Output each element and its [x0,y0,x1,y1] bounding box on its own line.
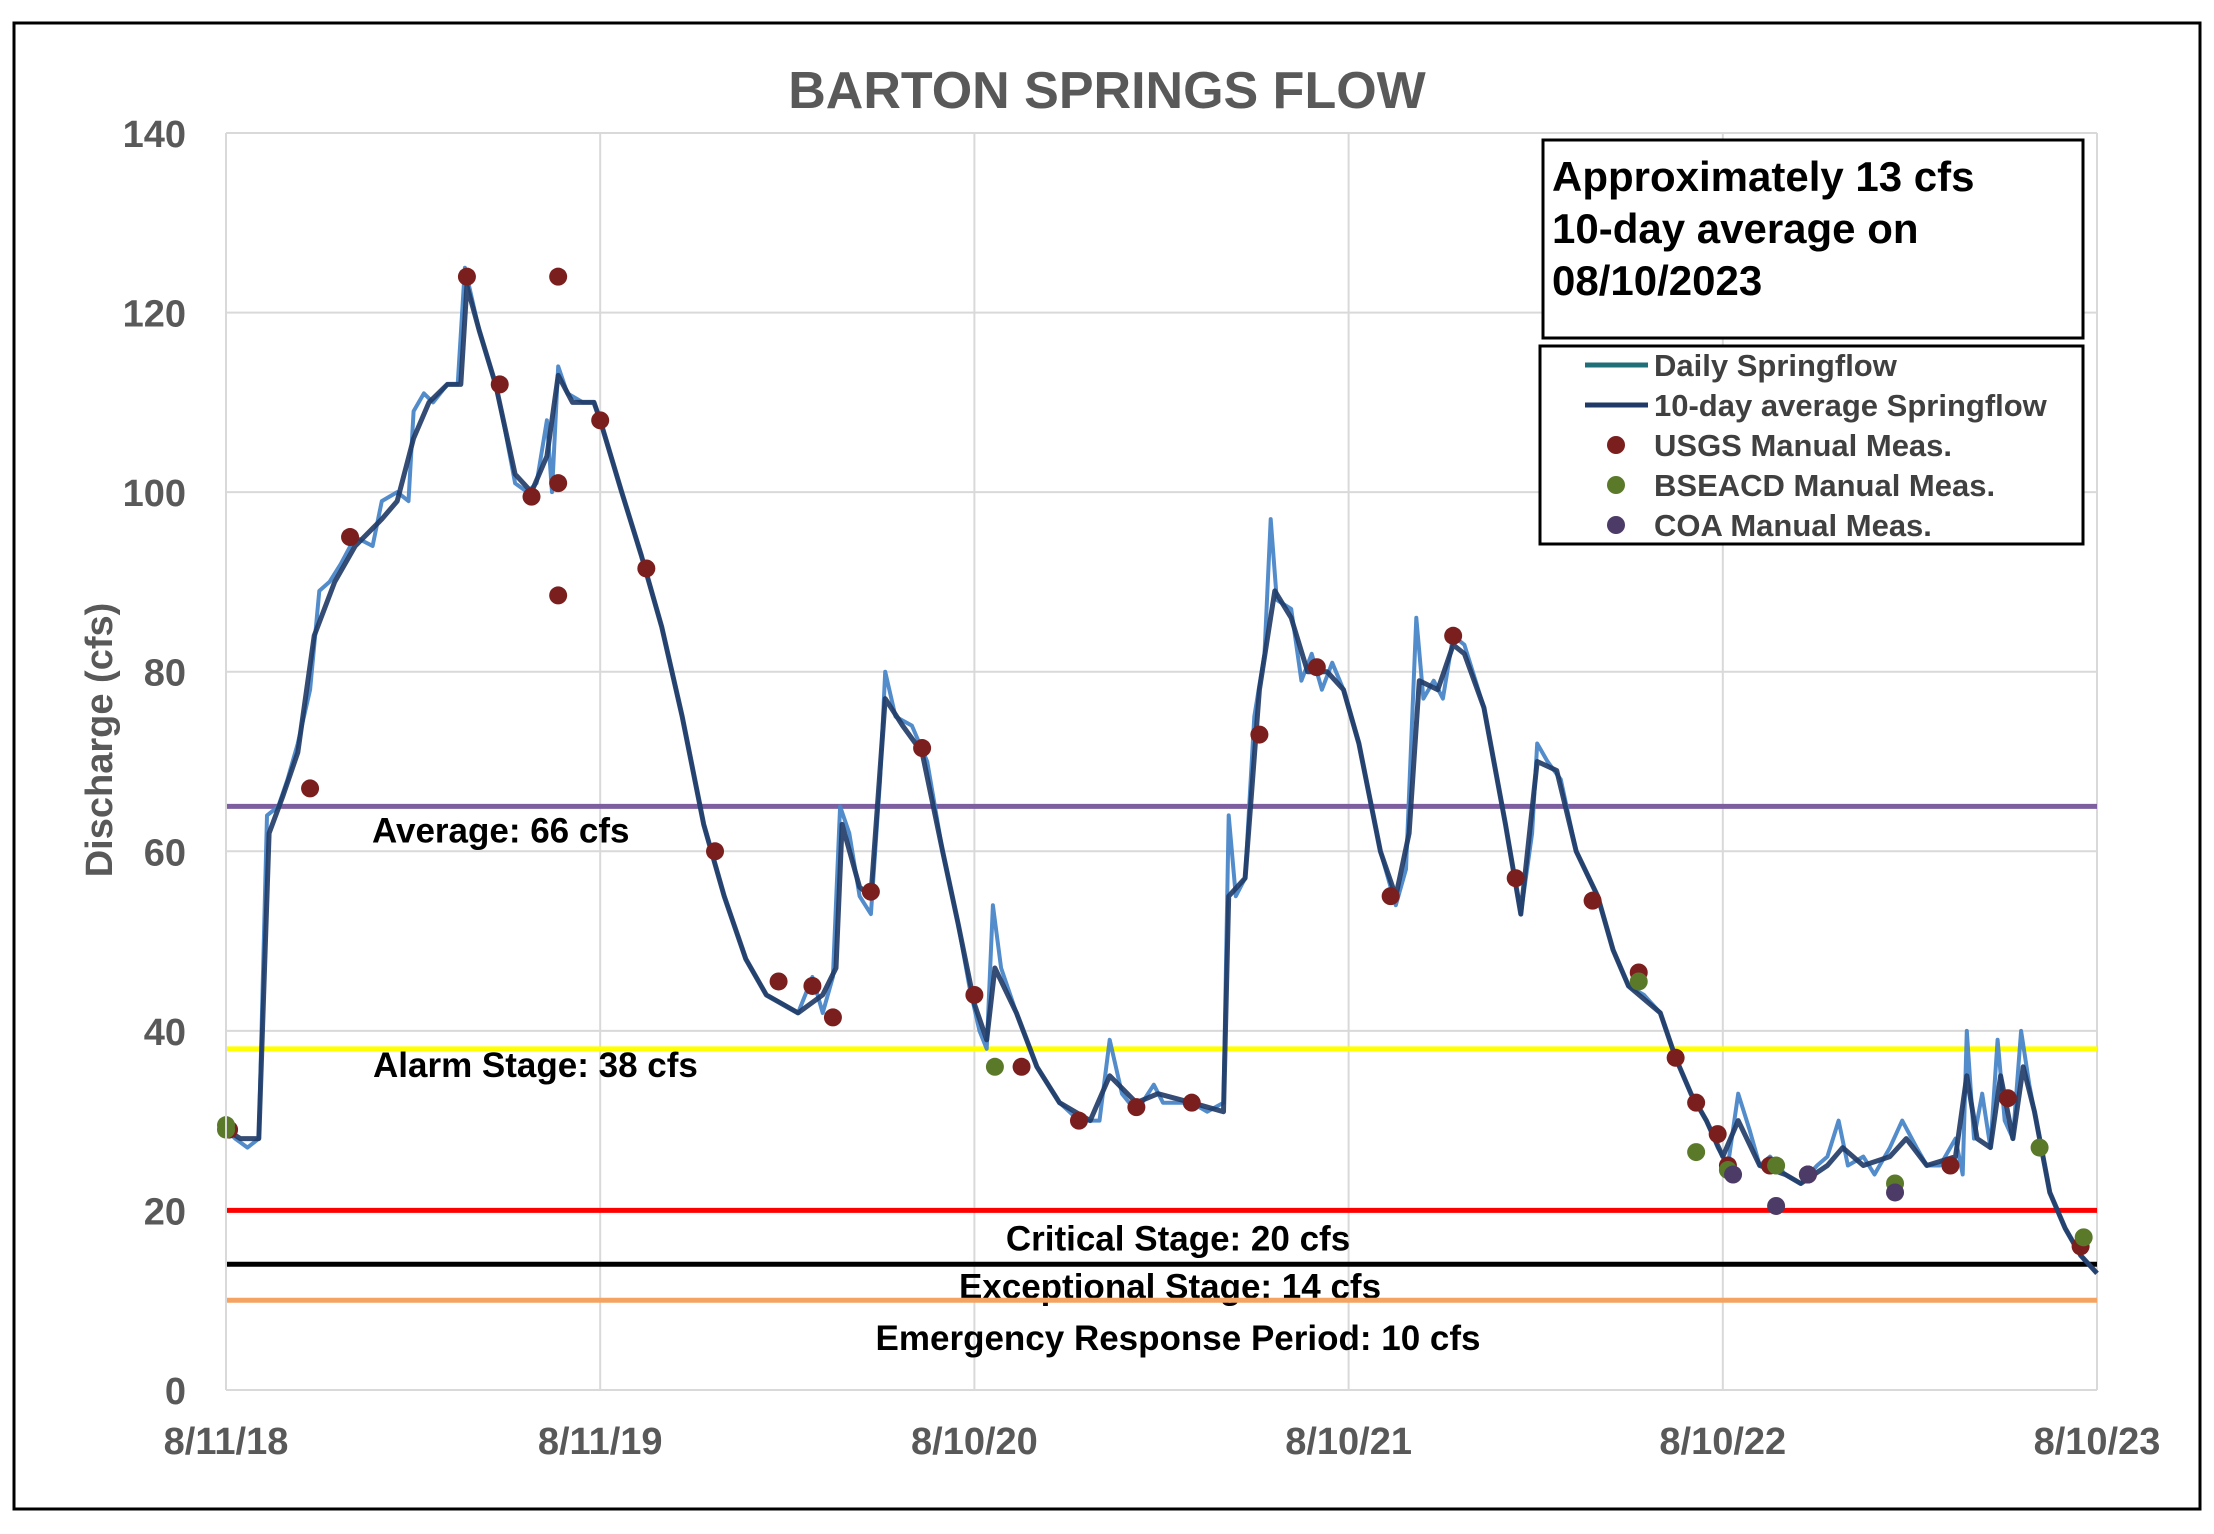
y-tick-label: 60 [144,832,186,874]
manual-measurement-point [1798,1165,1817,1184]
manual-measurement-point [549,586,568,605]
legend-dot-swatch [1607,476,1625,494]
legend-label: USGS Manual Meas. [1654,428,1952,463]
manual-measurement-point [1444,626,1463,645]
annotation-line-1: Approximately 13 cfs [1552,153,1975,200]
manual-measurement-point [823,1008,842,1027]
manual-measurement-point [549,474,568,493]
chart-title: BARTON SPRINGS FLOW [788,62,1426,120]
manual-measurement-point [1666,1048,1685,1067]
x-tick-label: 8/10/20 [911,1421,1038,1463]
manual-measurement-point [1724,1165,1743,1184]
reference-lines: Average: 66 cfs Alarm Stage: 38 cfs Critic… [226,803,2097,1358]
manual-measurement-point [1069,1111,1088,1130]
manual-measurement-point [1687,1143,1706,1162]
legend-label: BSEACD Manual Meas. [1654,468,1995,503]
reference-line-label: Emergency Response Period: 10 cfs [876,1319,1481,1358]
annotation-line-2: 10-day average on [1552,205,1919,252]
manual-measurement-point [457,267,476,286]
manual-measurement-point [1583,891,1602,910]
manual-measurement-point [1767,1196,1786,1215]
legend-label: COA Manual Meas. [1654,508,1932,543]
manual-measurement-point [1886,1183,1905,1202]
manual-measurement-point [706,842,725,861]
legend: Daily Springflow 10-day average Springflo… [1538,344,2085,546]
annotation-box: Approximately 13 cfs 10-day average on 0… [1541,138,2085,340]
y-tick-label: 0 [165,1371,186,1413]
manual-measurement-point [1629,972,1648,991]
manual-measurement-point [1998,1089,2017,1108]
manual-measurement-point [1012,1057,1031,1076]
manual-measurement-point [1307,658,1326,677]
legend-dot-swatch [1607,436,1625,454]
legend-label: Daily Springflow [1654,348,1898,383]
legend-label: 10-day average Springflow [1654,388,2048,423]
reference-line-label: Alarm Stage: 38 cfs [373,1046,698,1085]
manual-measurement-point [341,528,360,547]
y-tick-label: 140 [123,114,186,156]
manual-measurement-point [861,882,880,901]
manual-measurement-point [549,267,568,286]
reference-line-label: Average: 66 cfs [372,811,629,850]
manual-measurement-point [769,972,788,991]
manual-measurement-point [2074,1228,2093,1247]
manual-measurement-point [1127,1098,1146,1117]
y-tick-label: 40 [144,1012,186,1054]
manual-measurement-point [1182,1093,1201,1112]
manual-measurement-point [490,375,509,394]
manual-measurement-point [2030,1138,2049,1157]
x-tick-label: 8/10/21 [1285,1421,1412,1463]
manual-measurement-point [913,739,932,758]
y-tick-label: 120 [123,294,186,336]
manual-measurement-point [1767,1156,1786,1175]
manual-measurement-point [1250,725,1269,744]
legend-dot-swatch [1607,516,1625,534]
manual-measurements [217,267,2093,1256]
annotation-line-3: 08/10/2023 [1552,257,1762,304]
y-axis-label: Discharge (cfs) [79,603,121,878]
manual-measurement-point [985,1057,1004,1076]
x-tick-label: 8/11/18 [164,1421,289,1463]
reference-line-label: Critical Stage: 20 cfs [1006,1219,1350,1258]
x-tick-label: 8/11/19 [538,1421,663,1463]
y-tick-label: 20 [144,1191,186,1233]
y-tick-label: 100 [123,473,186,515]
manual-measurement-point [637,559,656,578]
manual-measurement-point [1506,869,1525,888]
manual-measurement-point [1708,1125,1727,1144]
axes: 0 20 40 60 80 100 120 140 8/11/18 8/11/19 8/10/20 8… [123,114,2161,1463]
manual-measurement-point [1687,1093,1706,1112]
manual-measurement-point [1381,887,1400,906]
y-tick-label: 80 [144,653,186,695]
manual-measurement-point [965,985,984,1004]
manual-measurement-point [591,411,610,430]
manual-measurement-point [301,779,320,798]
manual-measurement-point [803,976,822,995]
x-tick-label: 8/10/23 [2034,1421,2161,1463]
manual-measurement-point [1941,1156,1960,1175]
x-tick-label: 8/10/22 [1659,1421,1786,1463]
manual-measurement-point [522,487,541,506]
